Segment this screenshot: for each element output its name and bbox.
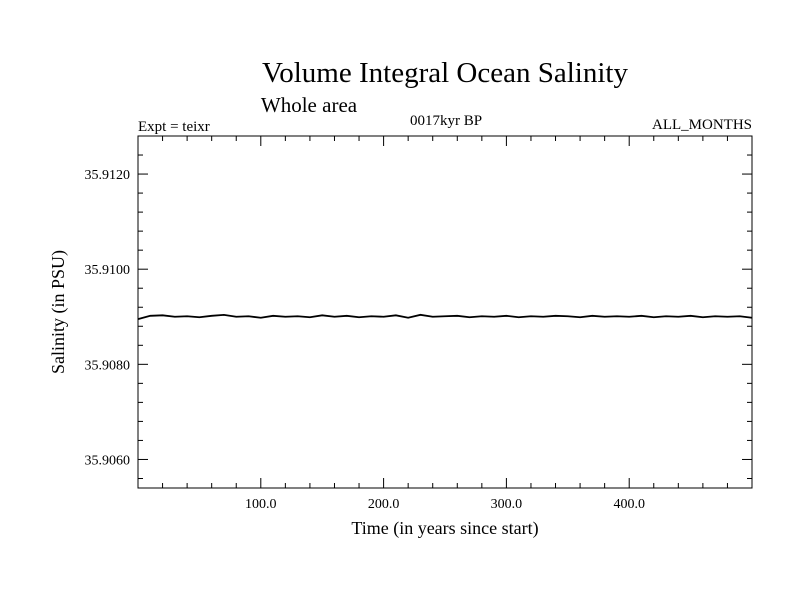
expt-label: Expt = teixr [138,119,210,135]
y-axis-tick-labels: 35.9060 35.9080 35.9100 35.9120 [85,168,131,468]
period-label: 0017kyr BP [410,113,482,129]
months-label: ALL_MONTHS [652,117,752,133]
y-axis-ticks [138,135,752,479]
x-axis-tick-labels: 100.0 200.0 300.0 400.0 [245,497,645,512]
x-axis-ticks [162,136,728,488]
plot-frame [137,135,753,489]
y-tick-label: 35.9100 [85,263,131,278]
y-tick-label: 35.9080 [85,358,131,373]
y-tick-label: 35.9060 [85,453,131,468]
chart-subtitle: Whole area [261,93,358,117]
salinity-series-line [137,313,753,321]
chart-title: Volume Integral Ocean Salinity [262,57,628,89]
y-axis-label: Salinity (in PSU) [48,250,69,374]
x-tick-label: 300.0 [491,497,523,512]
y-tick-label: 35.9120 [85,168,131,183]
x-tick-label: 400.0 [613,497,645,512]
x-axis-label: Time (in years since start) [351,518,538,539]
x-tick-label: 100.0 [245,497,277,512]
x-tick-label: 200.0 [368,497,400,512]
